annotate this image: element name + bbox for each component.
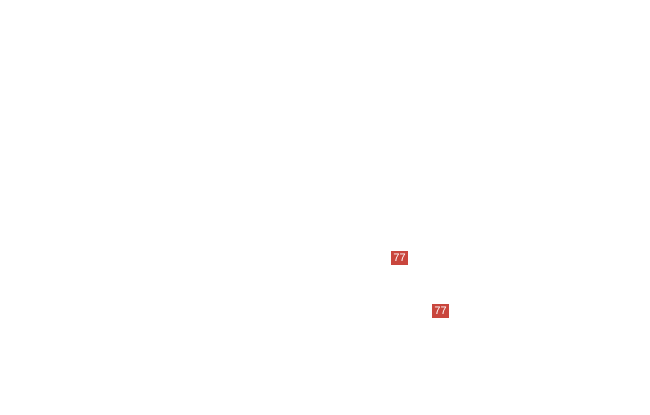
count-badge: 77 bbox=[432, 304, 449, 318]
count-badge: 77 bbox=[391, 251, 408, 265]
